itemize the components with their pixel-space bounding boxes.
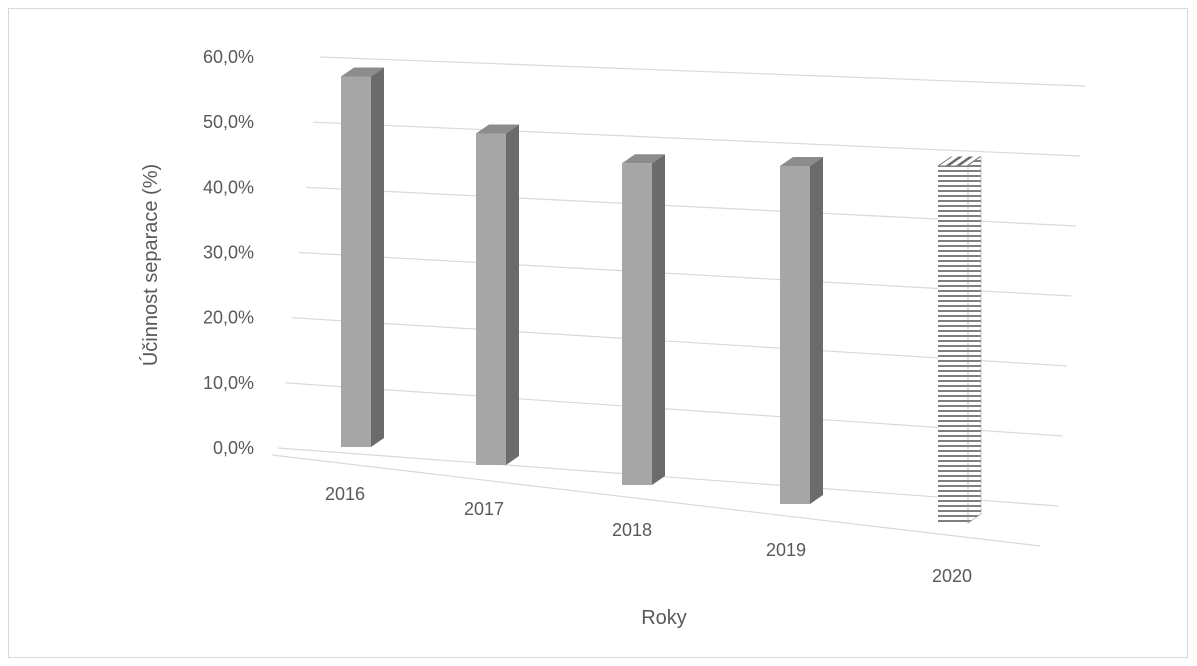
gridline <box>291 317 1068 367</box>
bar <box>780 157 823 504</box>
x-tick-label: 2017 <box>464 499 504 519</box>
y-tick-label: 0,0% <box>213 438 254 458</box>
bar-front <box>938 165 968 523</box>
bar-top <box>622 154 665 164</box>
bar <box>476 124 519 465</box>
bar-side <box>652 154 665 485</box>
x-tick-label: 2019 <box>766 540 806 560</box>
y-tick-label: 60,0% <box>203 47 254 67</box>
bar <box>622 154 665 485</box>
bar-side <box>967 155 982 524</box>
bars <box>341 67 982 524</box>
y-axis-title: Účinnost separace (%) <box>139 164 162 366</box>
bar-top <box>938 156 981 166</box>
chart-frame <box>8 8 1188 658</box>
bar-top <box>341 67 384 77</box>
bar <box>938 155 982 524</box>
x-tick-labels: 2016 2017 2018 2019 2020 <box>325 484 972 586</box>
bar <box>341 67 384 447</box>
bar-top <box>780 157 823 166</box>
gridline <box>319 56 1086 87</box>
x-tick-label: 2020 <box>932 566 972 586</box>
y-tick-label: 10,0% <box>203 373 254 393</box>
y-tick-label: 30,0% <box>203 243 254 263</box>
x-tick-label: 2016 <box>325 484 365 504</box>
bar-front <box>622 163 652 485</box>
x-axis-title: Roky <box>641 607 687 629</box>
y-tick-label: 50,0% <box>203 112 254 132</box>
bar-front <box>341 76 371 447</box>
bar-top <box>476 124 519 134</box>
x-tick-label: 2018 <box>612 520 652 540</box>
bar-side <box>371 67 384 447</box>
y-tick-label: 20,0% <box>203 308 254 328</box>
gridline <box>312 121 1081 157</box>
bar-side <box>506 124 519 465</box>
y-tick-labels: 0,0% 10,0% 20,0% 30,0% 40,0% 50,0% 60,0% <box>203 47 254 458</box>
gridlines <box>271 56 1086 547</box>
gridline <box>277 447 1059 507</box>
gridline <box>284 382 1063 437</box>
y-tick-label: 40,0% <box>203 177 254 197</box>
floor-edge <box>271 454 1041 547</box>
bar-side <box>810 157 823 504</box>
bar-front <box>476 133 506 465</box>
bar-front <box>780 166 810 504</box>
